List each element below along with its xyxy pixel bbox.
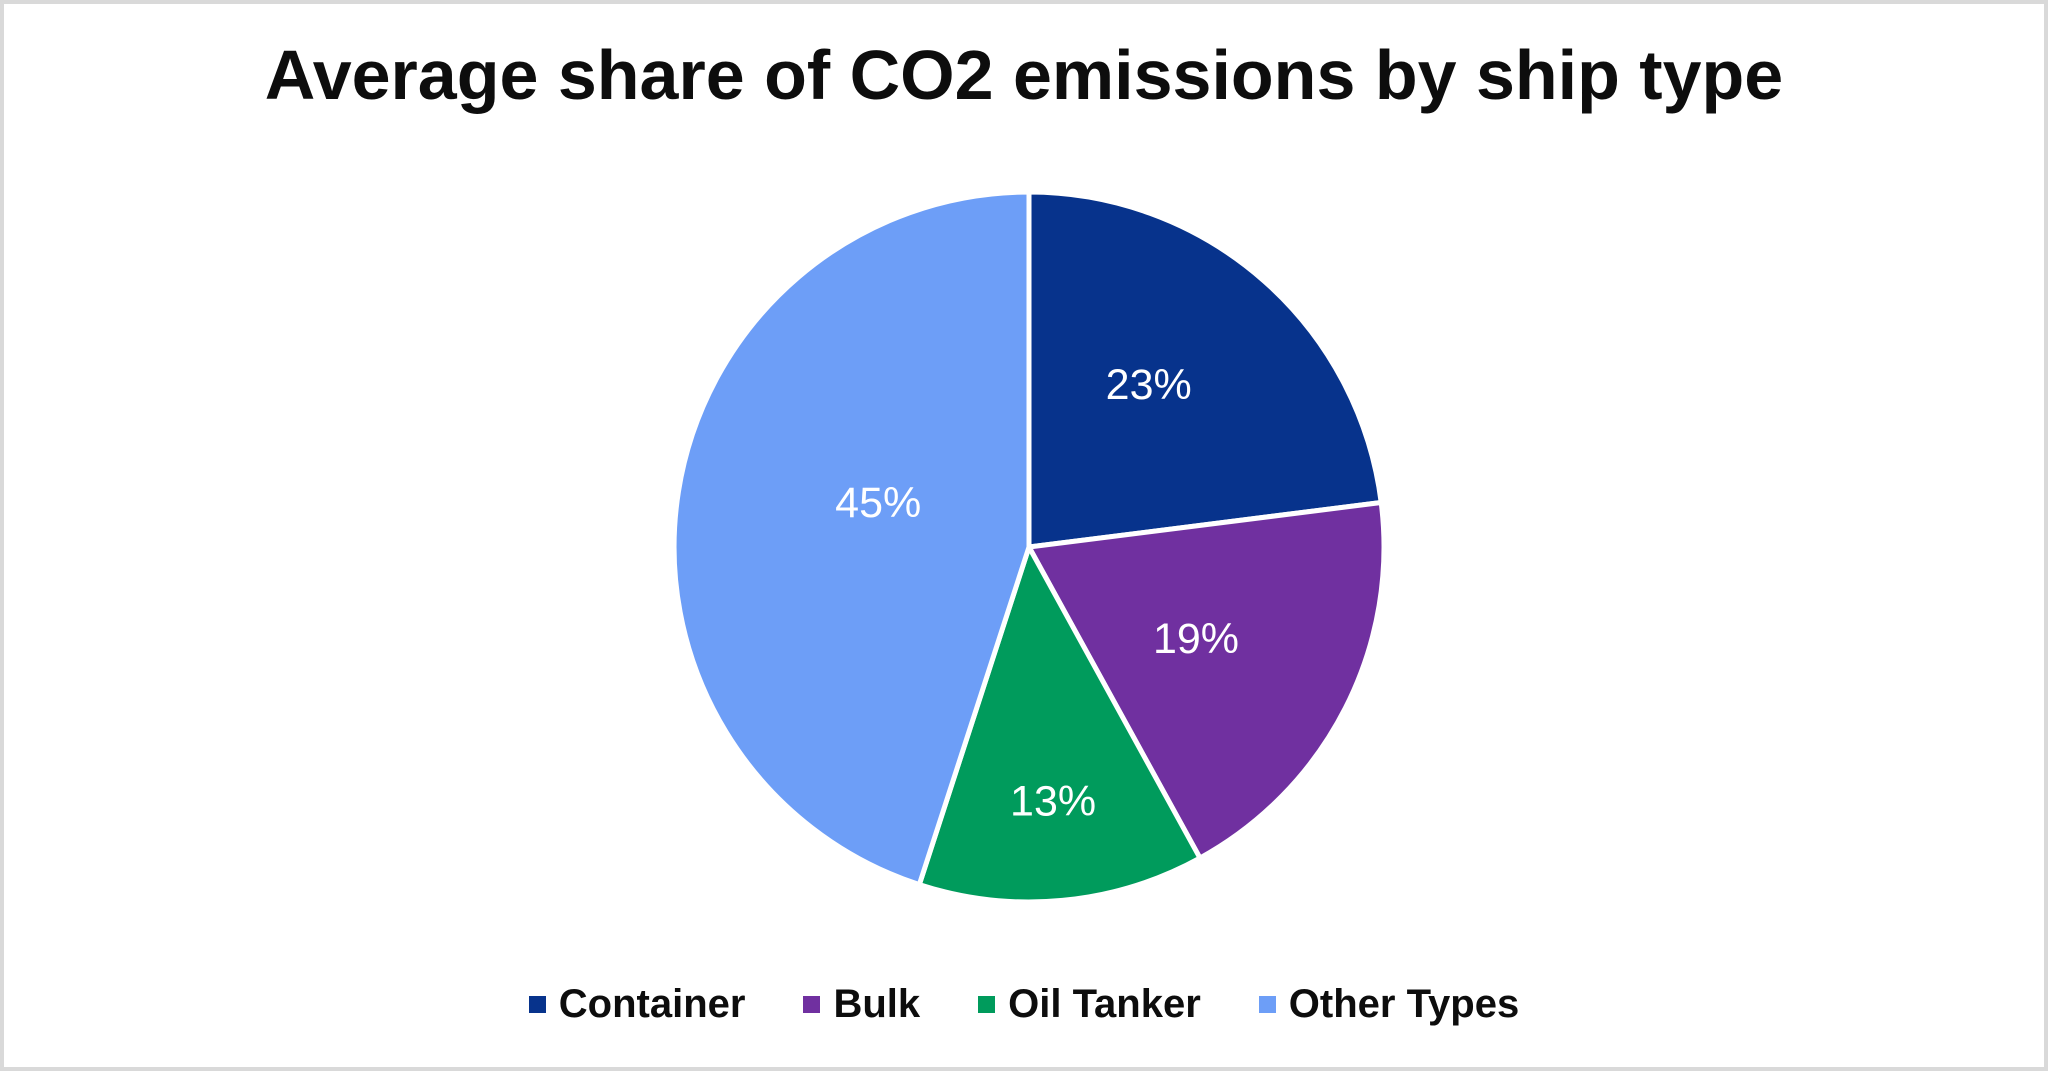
pie-slice-bulk <box>1026 500 1387 861</box>
legend-swatch-container <box>528 995 546 1013</box>
legend-item-container: Container <box>528 981 746 1027</box>
chart-legend: Container Bulk Oil Tanker Other Types <box>4 976 2044 1032</box>
slice-label-other-types: 45% <box>835 479 921 527</box>
legend-label-bulk: Bulk <box>833 981 921 1026</box>
pie-slice-oil-tanker <box>916 544 1203 905</box>
legend-swatch-other-types <box>1258 995 1276 1013</box>
legend-swatch-oil-tanker <box>978 995 996 1013</box>
pie-slice-other-types <box>671 189 1032 888</box>
slice-label-bulk: 19% <box>1153 615 1239 663</box>
chart-title: Average share of CO2 emissions by ship t… <box>264 36 1784 114</box>
legend-item-other-types: Other Types <box>1258 981 1520 1027</box>
legend-label-oil-tanker: Oil Tanker <box>1008 981 1201 1026</box>
legend-label-container: Container <box>558 981 746 1026</box>
legend-item-oil-tanker: Oil Tanker <box>978 982 1201 1027</box>
pie-chart: 23% 19% 13% 45% <box>671 189 1387 905</box>
slice-label-oil-tanker: 13% <box>1010 778 1096 826</box>
legend-swatch-bulk <box>803 995 821 1013</box>
slice-label-container: 23% <box>1106 361 1192 409</box>
legend-item-bulk: Bulk <box>803 982 920 1027</box>
legend-label-other-types: Other Types <box>1288 981 1520 1026</box>
pie-slice-container <box>1026 189 1384 550</box>
